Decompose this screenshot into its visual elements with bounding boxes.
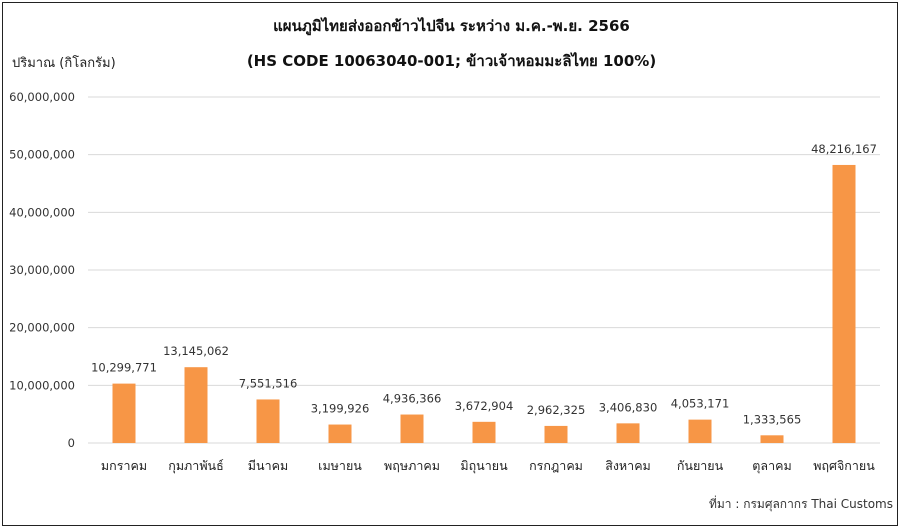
bar bbox=[184, 367, 208, 443]
bar bbox=[328, 424, 352, 443]
chart-frame bbox=[2, 2, 898, 526]
data-label: 10,299,771 bbox=[91, 361, 157, 375]
x-tick-label: กันยายน bbox=[677, 458, 724, 473]
y-tick-label: 50,000,000 bbox=[9, 148, 75, 162]
bar bbox=[472, 421, 496, 443]
y-tick-label: 60,000,000 bbox=[9, 90, 75, 104]
y-tick-label: 10,000,000 bbox=[9, 378, 75, 392]
data-label: 4,053,171 bbox=[671, 397, 730, 411]
y-tick-label: 40,000,000 bbox=[9, 205, 75, 219]
x-tick-label: กุมภาพันธ์ bbox=[168, 458, 223, 474]
chart-subtitle: (HS CODE 10063040-001; ข้าวเจ้าหอมมะลิไท… bbox=[246, 52, 657, 70]
data-label: 3,672,904 bbox=[455, 399, 514, 413]
y-axis-label: ปริมาณ (กิโลกรัม) bbox=[12, 56, 116, 71]
data-label: 7,551,516 bbox=[239, 376, 298, 390]
x-tick-label: มกราคม bbox=[101, 458, 147, 473]
bar bbox=[616, 423, 640, 443]
bar bbox=[112, 383, 136, 443]
data-label: 4,936,366 bbox=[383, 392, 442, 406]
bar bbox=[832, 164, 856, 443]
data-label: 13,145,062 bbox=[163, 344, 229, 358]
x-tick-label: พฤศจิกายน bbox=[813, 458, 875, 473]
bar bbox=[760, 435, 784, 443]
x-tick-label: กรกฎาคม bbox=[529, 458, 583, 473]
chart-title: แผนภูมิไทยส่งออกข้าวไปจีน ระหว่าง ม.ค.-พ… bbox=[273, 17, 630, 35]
y-tick-label: 30,000,000 bbox=[9, 263, 75, 277]
bar bbox=[400, 414, 424, 443]
bar bbox=[688, 419, 712, 443]
source-note: ที่มา : กรมศุลกากร Thai Customs bbox=[708, 497, 893, 511]
y-tick-label: 20,000,000 bbox=[9, 321, 75, 335]
data-label: 2,962,325 bbox=[527, 403, 586, 417]
data-label: 3,199,926 bbox=[311, 402, 370, 416]
x-tick-label: มิถุนายน bbox=[460, 458, 508, 474]
x-tick-label: ตุลาคม bbox=[752, 458, 791, 474]
x-tick-label: พฤษภาคม bbox=[384, 458, 440, 473]
x-tick-label: สิงหาคม bbox=[605, 458, 651, 473]
x-tick-label: เมษายน bbox=[318, 458, 362, 473]
y-tick-label: 0 bbox=[68, 436, 75, 450]
data-label: 1,333,565 bbox=[743, 412, 802, 426]
data-label: 48,216,167 bbox=[811, 142, 877, 156]
x-tick-label: มีนาคม bbox=[248, 458, 288, 473]
data-label: 3,406,830 bbox=[599, 400, 658, 414]
bar bbox=[256, 399, 280, 443]
bar bbox=[544, 425, 568, 443]
